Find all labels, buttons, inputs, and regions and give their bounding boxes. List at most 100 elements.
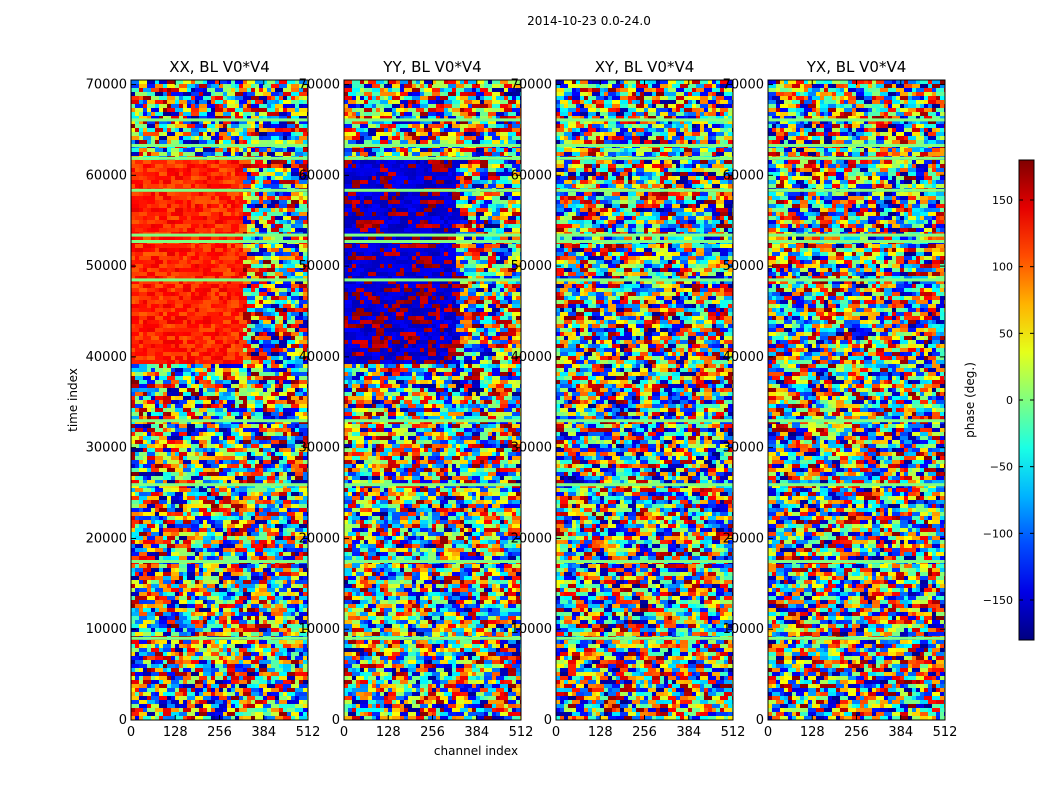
heatmap-cell [131,284,139,288]
heatmap-cell [259,128,267,132]
heatmap-cell [243,384,247,388]
heatmap-cell [207,612,215,616]
heatmap-cell [255,400,263,404]
heatmap-cell [171,176,175,180]
heatmap-cell [163,600,171,604]
heatmap-cell [187,192,191,196]
heatmap-cell [211,256,219,260]
heatmap-cell [155,236,159,240]
heatmap-cell [191,172,199,176]
heatmap-cell [231,132,239,136]
heatmap-cell [131,500,139,504]
heatmap-cell [247,684,255,688]
heatmap-cell [203,364,211,368]
heatmap-cell [183,504,187,508]
heatmap-cell [215,700,223,704]
heatmap-cell [279,260,283,264]
heatmap-cell [219,604,227,608]
heatmap-cell [187,272,195,276]
heatmap-cell [143,392,147,396]
heatmap-cell [267,436,271,440]
heatmap-cell [488,88,492,92]
heatmap-cell [271,364,279,368]
heatmap-cell [227,516,235,520]
heatmap-cell [223,124,227,128]
heatmap-cell [147,668,151,672]
heatmap-cell [243,476,247,480]
heatmap-cell [287,492,291,496]
heatmap-cell [223,584,227,588]
heatmap-cell [291,100,299,104]
heatmap-cell [211,352,215,356]
heatmap-cell [187,688,191,692]
heatmap-cell [183,516,187,520]
heatmap-cell [255,252,263,256]
heatmap-cell [283,552,291,556]
heatmap-cell [139,524,147,528]
heatmap-cell [235,192,239,196]
heatmap-cell [183,132,191,136]
heatmap-cell [259,692,263,696]
heatmap-cell [191,328,199,332]
heatmap-cell [231,368,239,372]
heatmap-cell [159,436,167,440]
heatmap-cell [147,524,155,528]
heatmap-cell [175,276,183,280]
heatmap-cell [291,192,299,196]
heatmap-cell [279,548,283,552]
heatmap-cell [203,696,211,700]
heatmap-cell [243,360,251,364]
heatmap-cell [199,520,203,524]
heatmap-cell [139,308,147,312]
heatmap-cell [175,376,183,380]
heatmap-cell [295,80,299,84]
heatmap-cell [167,88,171,92]
heatmap-cell [199,700,207,704]
heatmap-cell [203,92,211,96]
heatmap-cell [155,292,163,296]
heatmap-cell [247,624,255,628]
heatmap-cell [303,224,307,228]
heatmap-cell [131,408,135,412]
heatmap-cell [143,348,147,352]
heatmap-cell [247,508,255,512]
heatmap-cell [227,204,231,208]
heatmap-cell [179,460,183,464]
heatmap-cell [267,80,275,84]
heatmap-cell [243,128,247,132]
heatmap-cell [191,364,195,368]
heatmap-cell [215,132,219,136]
heatmap-cell [271,548,279,552]
heatmap-cell [255,592,263,596]
heatmap-cell [195,492,199,496]
heatmap-cell [215,312,219,316]
heatmap-cell [143,208,147,212]
heatmap-cell [283,248,291,252]
heatmap-cell [219,492,227,496]
heatmap-cell [151,692,155,696]
heatmap-cell [131,660,135,664]
heatmap-cell [219,288,227,292]
heatmap-cell [191,116,199,120]
heatmap-cell [219,200,227,204]
heatmap-cell [207,108,211,112]
heatmap-cell [247,304,255,308]
heatmap-cell [380,88,384,92]
heatmap-cell [131,456,135,460]
heatmap-cell [147,688,155,692]
heatmap-cell [251,184,255,188]
heatmap-cell [227,124,231,128]
heatmap-cell [295,248,299,252]
heatmap-cell [295,584,299,588]
heatmap-cell [215,120,219,124]
heatmap-cell [299,352,307,356]
heatmap-cell [171,668,175,672]
heatmap-cell [263,548,271,552]
heatmap-cell [203,204,207,208]
heatmap-cell [251,192,255,196]
heatmap-cell [203,88,207,92]
heatmap-cell [207,452,215,456]
heatmap-cell [239,104,243,108]
heatmap-cell [231,380,239,384]
heatmap-cell [219,276,223,280]
